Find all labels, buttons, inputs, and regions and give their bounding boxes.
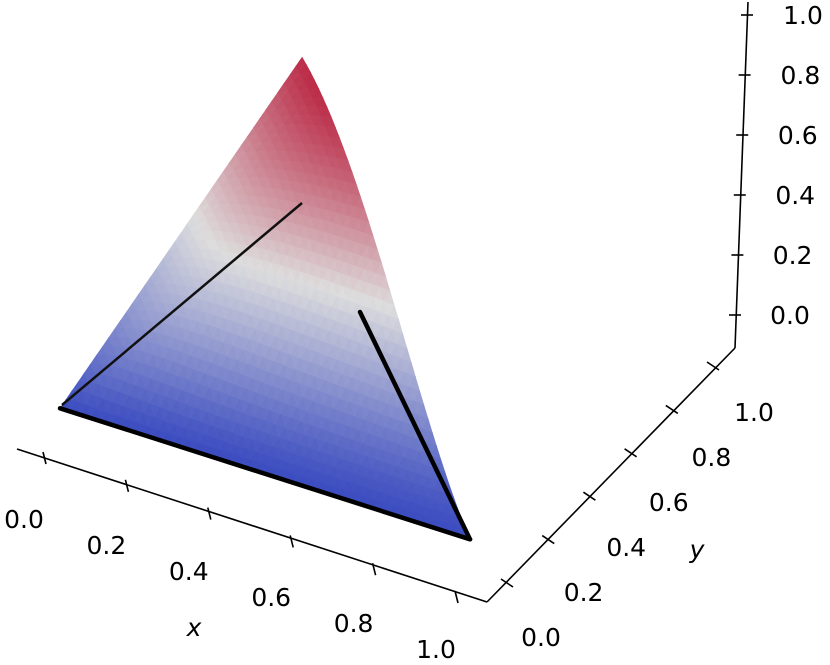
- z-tick-label: 0.4: [775, 181, 815, 210]
- z-tick-label: 0.2: [773, 241, 813, 270]
- x-tick-label: 0.0: [4, 505, 44, 534]
- z-axis-line: [734, 1, 749, 349]
- y-tick: [706, 361, 720, 371]
- y-tick: [500, 578, 514, 588]
- y-axis: 0.00.20.40.60.81.0: [486, 347, 774, 652]
- y-tick-label: 0.8: [692, 443, 732, 472]
- domain-edges: [57, 202, 473, 542]
- x-tick: [289, 535, 294, 548]
- y-tick-label: 0.0: [521, 623, 561, 652]
- z-tick-label: 0.8: [781, 61, 821, 90]
- x-tick: [124, 479, 130, 492]
- x-axis-title: x: [186, 613, 202, 642]
- z-tick-label: 0.0: [770, 301, 810, 330]
- y-tick: [665, 404, 679, 415]
- x-tick-label: 1.0: [416, 635, 456, 664]
- z-tick-label: 0.6: [778, 121, 818, 150]
- x-tick-label: 0.6: [251, 583, 291, 612]
- edge-hypotenuse: [357, 309, 473, 542]
- x-axis-line: [16, 448, 488, 603]
- y-tick-label: 1.0: [734, 398, 774, 427]
- x-tick-label: 0.2: [87, 531, 127, 560]
- surface-mesh: [59, 56, 471, 540]
- z-tick-label: 1.0: [783, 1, 823, 30]
- y-tick: [582, 491, 596, 501]
- y-tick: [541, 534, 555, 545]
- x-tick: [454, 590, 459, 604]
- y-axis-title: y: [689, 535, 706, 564]
- y-tick-label: 0.6: [649, 488, 689, 517]
- z-axis: 0.0 0.2 0.4 0.6 0.8 1.0: [729, 1, 823, 349]
- edge-bottom: [57, 406, 473, 542]
- x-tick: [42, 451, 47, 465]
- x-tick-label: 0.8: [334, 609, 374, 638]
- y-axis-line: [486, 347, 736, 603]
- x-tick-label: 0.4: [169, 557, 209, 586]
- edge-ridge: [61, 202, 303, 406]
- y-tick-label: 0.2: [564, 578, 604, 607]
- y-tick: [624, 448, 638, 458]
- x-tick: [207, 507, 212, 520]
- x-axis: 0.0 0.2 0.4 0.6 0.8 1.0: [4, 448, 488, 664]
- y-tick-label: 0.4: [606, 533, 646, 562]
- x-tick: [371, 563, 377, 576]
